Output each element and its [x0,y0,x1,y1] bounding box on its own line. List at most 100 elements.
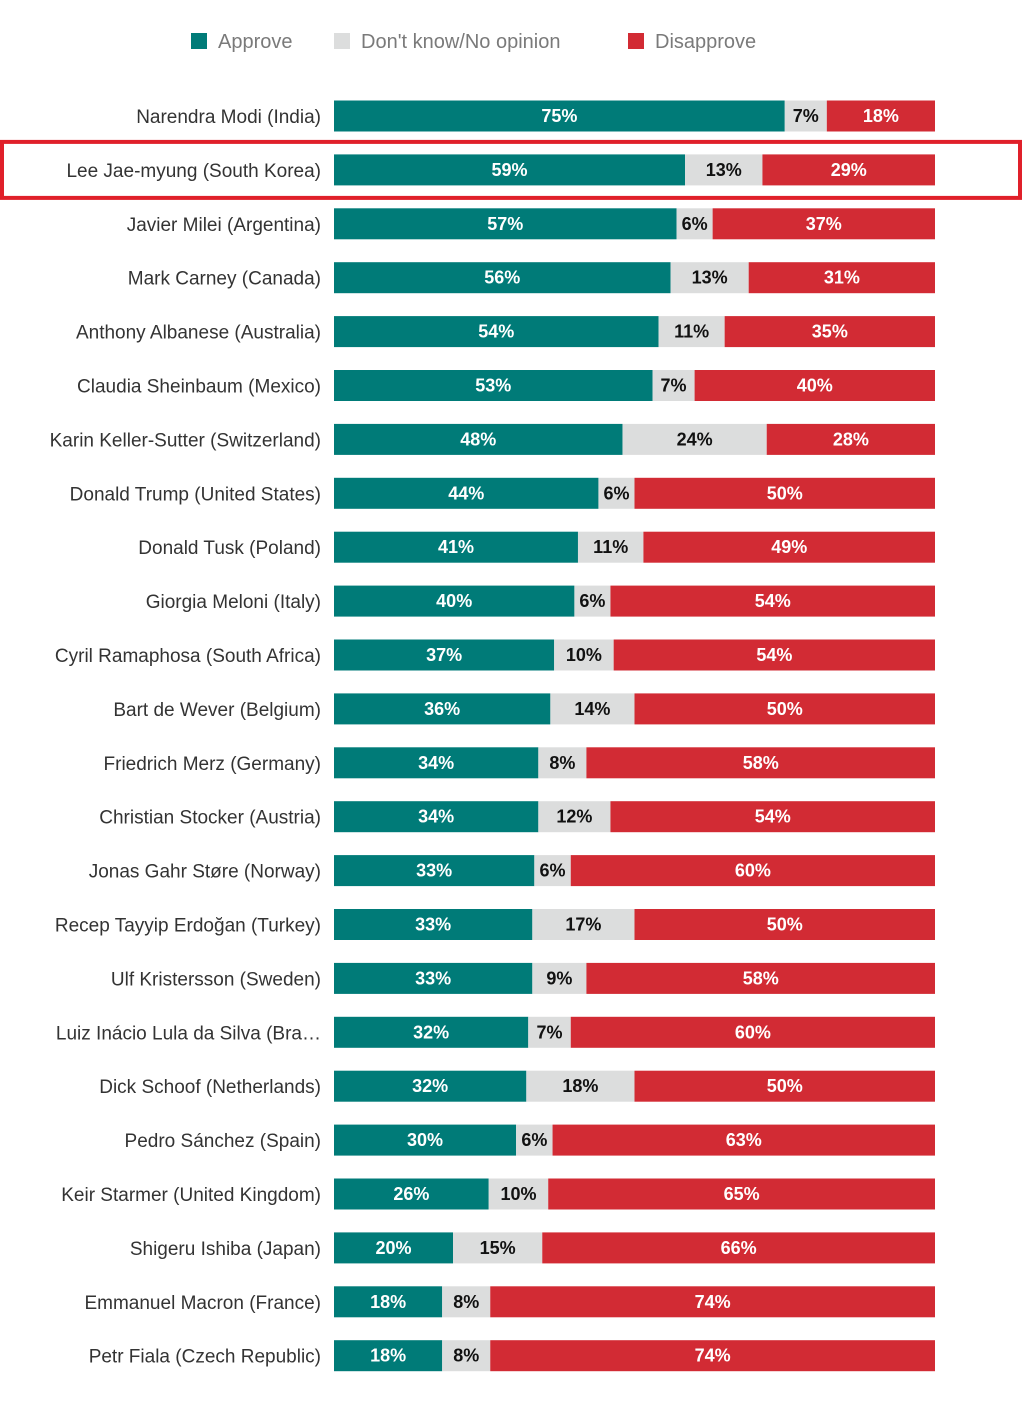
bar-don-t-know-no-opinion [658,316,725,348]
value-label-approve: 53% [475,376,511,396]
value-label-approve: 37% [426,645,462,665]
bar-don-t-know-no-opinion [528,1016,571,1048]
bar-approve [334,1232,454,1264]
row-keir-starmer-united-kingdom: Keir Starmer (United Kingdom) 26% 10% 65% [61,1178,935,1210]
value-label-don-t-know-no-opinion: 14% [574,699,610,719]
value-label-don-t-know-no-opinion: 7% [661,376,687,396]
row-shigeru-ishiba-japan: Shigeru Ishiba (Japan) 20% 15% 66% [130,1232,935,1264]
bar-approve [334,370,653,401]
bar-approve [334,693,551,725]
bar-disapprove [634,693,935,725]
value-label-don-t-know-no-opinion: 7% [793,106,819,126]
value-label-don-t-know-no-opinion: 6% [682,214,708,234]
value-label-don-t-know-no-opinion: 6% [603,483,629,503]
value-label-disapprove: 28% [833,429,869,449]
value-label-don-t-know-no-opinion: 8% [453,1346,479,1366]
category-label: Cyril Ramaphosa (South Africa) [55,646,321,667]
category-label: Pedro Sánchez (Spain) [125,1131,321,1152]
value-label-approve: 54% [478,322,514,342]
bar-approve [334,423,623,455]
bar-don-t-know-no-opinion [598,477,635,509]
category-label: Claudia Sheinbaum (Mexico) [77,377,321,398]
value-label-disapprove: 58% [743,753,779,773]
category-label: Luiz Inácio Lula da Silva (Bra… [56,1023,321,1044]
value-label-disapprove: 60% [735,1022,771,1042]
value-label-don-t-know-no-opinion: 6% [521,1130,547,1150]
category-label: Giorgia Meloni (Italy) [146,592,321,613]
bar-disapprove [490,1340,935,1372]
category-label: Karin Keller-Sutter (Switzerland) [50,430,321,451]
bar-approve [334,962,533,994]
category-label: Shigeru Ishiba (Japan) [130,1239,321,1260]
bar-approve [334,1070,527,1102]
bar-disapprove [570,855,935,887]
value-label-approve: 30% [407,1130,443,1150]
bar-don-t-know-no-opinion [622,423,767,455]
value-label-approve: 34% [418,807,454,827]
value-label-approve: 56% [484,268,520,288]
bar-disapprove [766,423,935,455]
row-bart-de-wever-belgium: Bart de Wever (Belgium) 36% 14% 50% [113,693,935,725]
value-label-approve: 32% [412,1076,448,1096]
bar-disapprove [490,1286,935,1318]
category-label: Mark Carney (Canada) [128,269,321,290]
value-label-disapprove: 50% [767,483,803,503]
row-mark-carney-canada: Mark Carney (Canada) 56% 13% 31% [128,262,935,294]
bar-disapprove [724,316,935,348]
bar-approve [334,1016,529,1048]
bar-disapprove [826,100,935,132]
bar-approve [334,1340,443,1372]
bar-approve [334,531,578,563]
bar-don-t-know-no-opinion [442,1286,491,1318]
bar-don-t-know-no-opinion [670,262,749,294]
bar-approve [334,909,533,940]
bar-disapprove [610,585,935,617]
bar-disapprove [613,639,935,671]
value-label-don-t-know-no-opinion: 9% [546,968,572,988]
bar-disapprove [634,477,935,509]
value-label-don-t-know-no-opinion: 10% [566,645,602,665]
category-label: Emmanuel Macron (France) [84,1293,321,1314]
row-petr-fiala-czech-republic: Petr Fiala (Czech Republic) 18% 8% 74% [89,1340,935,1372]
value-label-don-t-know-no-opinion: 18% [562,1076,598,1096]
value-label-don-t-know-no-opinion: 6% [540,861,566,881]
row-pedro-sanchez-spain: Pedro Sánchez (Spain) 30% 6% 63% [125,1124,935,1156]
bar-disapprove [762,154,935,186]
value-label-approve: 18% [370,1292,406,1312]
bar-disapprove [694,370,935,401]
bar-disapprove [586,962,935,994]
category-label: Lee Jae-myung (South Korea) [66,161,321,182]
bar-approve [334,855,535,887]
category-label: Ulf Kristersson (Sweden) [111,969,321,990]
value-label-disapprove: 18% [863,106,899,126]
bar-approve [334,100,785,132]
value-label-disapprove: 50% [767,1076,803,1096]
value-label-disapprove: 54% [755,807,791,827]
bar-approve [334,747,539,779]
category-label: Bart de Wever (Belgium) [113,700,321,721]
value-label-approve: 75% [541,106,577,126]
bar-don-t-know-no-opinion [488,1178,549,1210]
value-label-approve: 40% [436,591,472,611]
category-label: Friedrich Merz (Germany) [104,754,321,775]
bar-approve [334,1286,443,1318]
value-label-don-t-know-no-opinion: 24% [677,429,713,449]
row-anthony-albanese-australia: Anthony Albanese (Australia) 54% 11% 35% [76,316,935,348]
bar-don-t-know-no-opinion [554,639,614,671]
bar-disapprove [643,531,935,563]
value-label-don-t-know-no-opinion: 13% [692,268,728,288]
value-label-disapprove: 50% [767,915,803,935]
bar-don-t-know-no-opinion [685,154,763,186]
bar-don-t-know-no-opinion [550,693,635,725]
row-jonas-gahr-st-re-norway: Jonas Gahr Støre (Norway) 33% 6% 60% [89,855,935,887]
legend-swatch-disapprove [628,33,644,49]
value-label-approve: 33% [415,915,451,935]
bar-don-t-know-no-opinion [784,100,827,132]
value-label-approve: 44% [448,483,484,503]
value-label-disapprove: 35% [812,322,848,342]
value-label-disapprove: 37% [806,214,842,234]
value-label-approve: 18% [370,1346,406,1366]
bar-approve [334,154,686,186]
row-narendra-modi-india: Narendra Modi (India) 75% 7% 18% [136,100,935,132]
value-label-disapprove: 54% [756,645,792,665]
